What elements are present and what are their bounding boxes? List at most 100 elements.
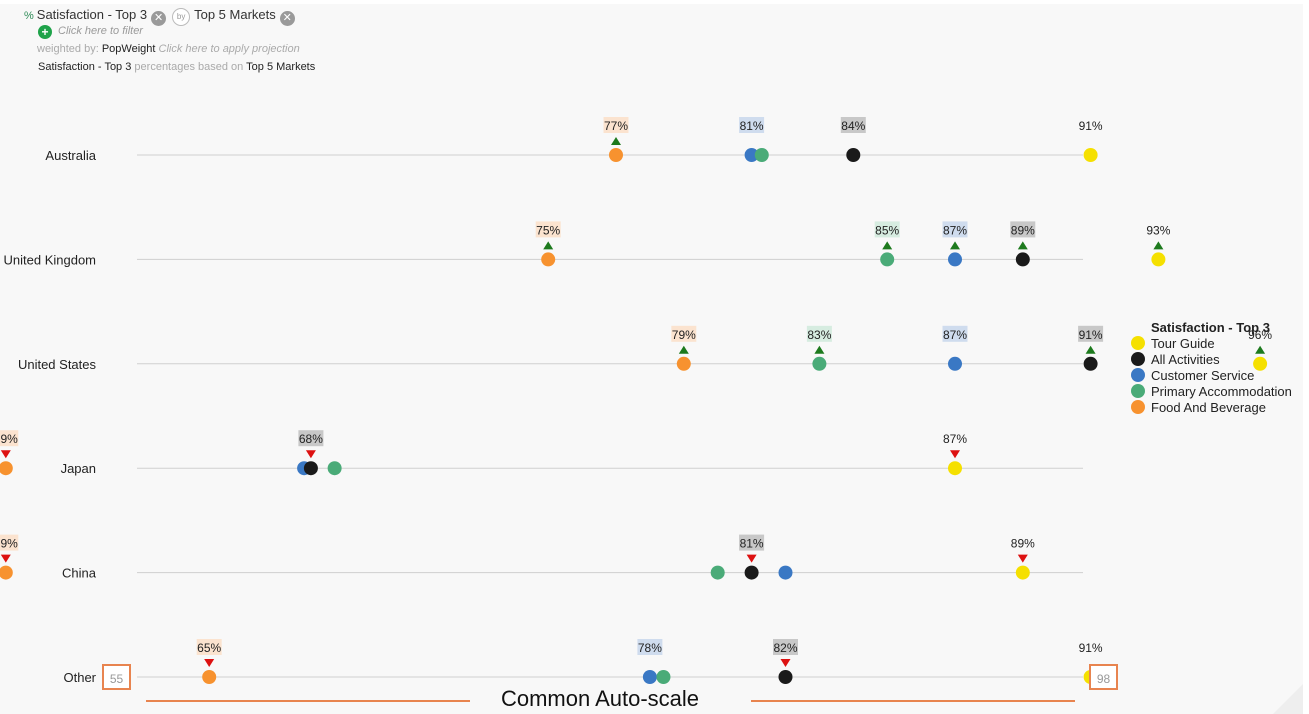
dot-customer-service-australia bbox=[744, 148, 759, 162]
legend-title: Satisfaction - Top 3 bbox=[1151, 320, 1270, 335]
dot-all-activities-australia bbox=[846, 148, 861, 162]
dot-food-and-beverage-australia bbox=[609, 148, 623, 162]
value-label-bg bbox=[1078, 325, 1104, 342]
value-label-bg bbox=[1010, 221, 1036, 238]
down-arrow-icon bbox=[746, 554, 757, 563]
value-label-customer-service-united-kingdom: 87% bbox=[943, 223, 967, 237]
dot-food-and-beverage-united-kingdom bbox=[541, 252, 556, 267]
dot-primary-accommodation-other bbox=[656, 670, 671, 684]
percentage-basis-row: Satisfaction - Top 3 percentages based o… bbox=[38, 61, 315, 73]
dot-primary-accommodation-united-states bbox=[812, 356, 827, 371]
up-arrow-icon bbox=[1255, 345, 1266, 354]
value-label-tour-guide-australia: 91% bbox=[1079, 119, 1103, 133]
value-label-all-activities-australia: 84% bbox=[841, 119, 865, 133]
apply-projection-link[interactable]: Click here to apply projection bbox=[158, 43, 300, 55]
legend-label: Primary Accommodation bbox=[1151, 384, 1292, 399]
value-label-bg bbox=[942, 221, 968, 238]
value-label-bg bbox=[196, 639, 222, 655]
value-label-all-activities-china: 81% bbox=[740, 537, 764, 551]
dot-primary-accommodation-china bbox=[710, 565, 725, 580]
down-arrow-icon bbox=[1017, 554, 1028, 563]
value-label-tour-guide-united-kingdom: 93% bbox=[1146, 223, 1170, 237]
value-label-food-and-beverage-united-states: 79% bbox=[672, 328, 696, 342]
scale-caption: Common Auto-scale bbox=[500, 686, 700, 711]
legend-label: Customer Service bbox=[1151, 368, 1255, 383]
value-label-bg bbox=[603, 117, 629, 133]
dot-all-activities-japan bbox=[303, 461, 318, 476]
up-arrow-icon bbox=[543, 241, 554, 250]
legend-item-primary-accommodation[interactable]: Primary Accommodation bbox=[1131, 384, 1292, 400]
remove-dimension-close-icon[interactable]: ✕ bbox=[279, 11, 295, 26]
value-label-primary-accommodation-united-states: 83% bbox=[807, 328, 831, 342]
value-label-tour-guide-other: 91% bbox=[1079, 641, 1103, 655]
dot-food-and-beverage-china bbox=[0, 565, 13, 580]
add-filter-row[interactable]: + Click here to filter bbox=[38, 25, 143, 39]
dot-tour-guide-china bbox=[1015, 565, 1030, 580]
value-label-tour-guide-japan: 87% bbox=[943, 432, 967, 446]
scale-bracket-left bbox=[146, 700, 470, 702]
dot-customer-service-united-states bbox=[948, 356, 962, 371]
value-label-bg bbox=[739, 534, 765, 551]
legend-item-customer-service[interactable]: Customer Service bbox=[1131, 368, 1292, 384]
down-arrow-icon bbox=[204, 659, 215, 667]
add-filter-link[interactable]: Click here to filter bbox=[58, 25, 143, 37]
legend-label: Tour Guide bbox=[1151, 336, 1215, 351]
legend-item-food-and-beverage[interactable]: Food And Beverage bbox=[1131, 400, 1292, 416]
basis-dimension: Top 5 Markets bbox=[246, 61, 316, 73]
legend-items: Tour Guide All Activities Customer Service… bbox=[1131, 336, 1292, 416]
dot-tour-guide-united-kingdom bbox=[1151, 252, 1166, 267]
value-label-bg bbox=[874, 221, 900, 238]
dimension-chip-label[interactable]: Top 5 Markets bbox=[194, 7, 276, 22]
value-label-bg bbox=[806, 325, 832, 342]
percent-icon: % bbox=[24, 10, 34, 22]
measure-chip-label[interactable]: Satisfaction - Top 3 bbox=[36, 7, 148, 22]
down-arrow-icon bbox=[0, 450, 11, 459]
value-label-all-activities-united-states: 91% bbox=[1079, 328, 1103, 342]
value-label-bg bbox=[0, 430, 19, 447]
dot-tour-guide-united-states bbox=[1253, 356, 1268, 371]
value-label-food-and-beverage-united-kingdom: 75% bbox=[536, 223, 560, 237]
legend: Satisfaction - Top 3 Tour Guide All Activ… bbox=[1131, 320, 1292, 416]
add-filter-plus-icon[interactable]: + bbox=[38, 25, 52, 39]
scale-bracket-right bbox=[751, 700, 1075, 702]
basis-measure: Satisfaction - Top 3 bbox=[38, 61, 132, 73]
legend-swatch bbox=[1131, 368, 1145, 382]
weighted-by-label: weighted by: bbox=[37, 43, 99, 55]
value-label-customer-service-united-states: 87% bbox=[943, 328, 967, 342]
value-label-food-and-beverage-china: 59% bbox=[0, 537, 18, 551]
value-label-all-activities-japan: 68% bbox=[299, 432, 323, 446]
value-label-customer-service-australia: 81% bbox=[740, 119, 764, 133]
category-label-united-kingdom: United Kingdom bbox=[4, 252, 97, 267]
down-arrow-icon bbox=[950, 450, 960, 459]
dot-all-activities-other bbox=[778, 670, 793, 684]
category-label-united-states: United States bbox=[18, 357, 97, 372]
dot-tour-guide-australia bbox=[1083, 148, 1098, 162]
dot-customer-service-united-kingdom bbox=[948, 252, 962, 267]
up-arrow-icon bbox=[678, 345, 689, 354]
up-arrow-icon bbox=[611, 137, 621, 145]
value-label-all-activities-other: 82% bbox=[773, 641, 797, 655]
up-arrow-icon bbox=[950, 241, 960, 250]
weight-name[interactable]: PopWeight bbox=[101, 43, 156, 55]
legend-item-tour-guide[interactable]: Tour Guide bbox=[1131, 336, 1292, 352]
up-arrow-icon bbox=[1153, 241, 1164, 250]
dot-primary-accommodation-japan bbox=[327, 461, 342, 476]
dot-food-and-beverage-japan bbox=[0, 461, 13, 476]
down-arrow-icon bbox=[780, 659, 791, 667]
legend-item-all-activities[interactable]: All Activities bbox=[1131, 352, 1292, 368]
resize-corner[interactable] bbox=[1273, 684, 1303, 714]
value-label-bg bbox=[671, 325, 697, 342]
value-label-bg bbox=[773, 639, 798, 655]
category-label-other: Other bbox=[63, 670, 96, 685]
dot-customer-service-china bbox=[778, 565, 793, 580]
dot-all-activities-united-kingdom bbox=[1015, 252, 1030, 267]
legend-label: All Activities bbox=[1151, 352, 1220, 367]
basis-middle-text: percentages based on bbox=[134, 61, 244, 73]
category-label-japan: Japan bbox=[61, 461, 96, 476]
value-label-tour-guide-china: 89% bbox=[1011, 537, 1035, 551]
remove-measure-close-icon[interactable]: ✕ bbox=[151, 11, 167, 26]
value-label-tour-guide-united-states: 96% bbox=[1248, 328, 1272, 342]
by-badge: by bbox=[172, 8, 191, 26]
dot-customer-service-other bbox=[642, 670, 657, 684]
value-label-all-activities-united-kingdom: 89% bbox=[1011, 223, 1035, 237]
